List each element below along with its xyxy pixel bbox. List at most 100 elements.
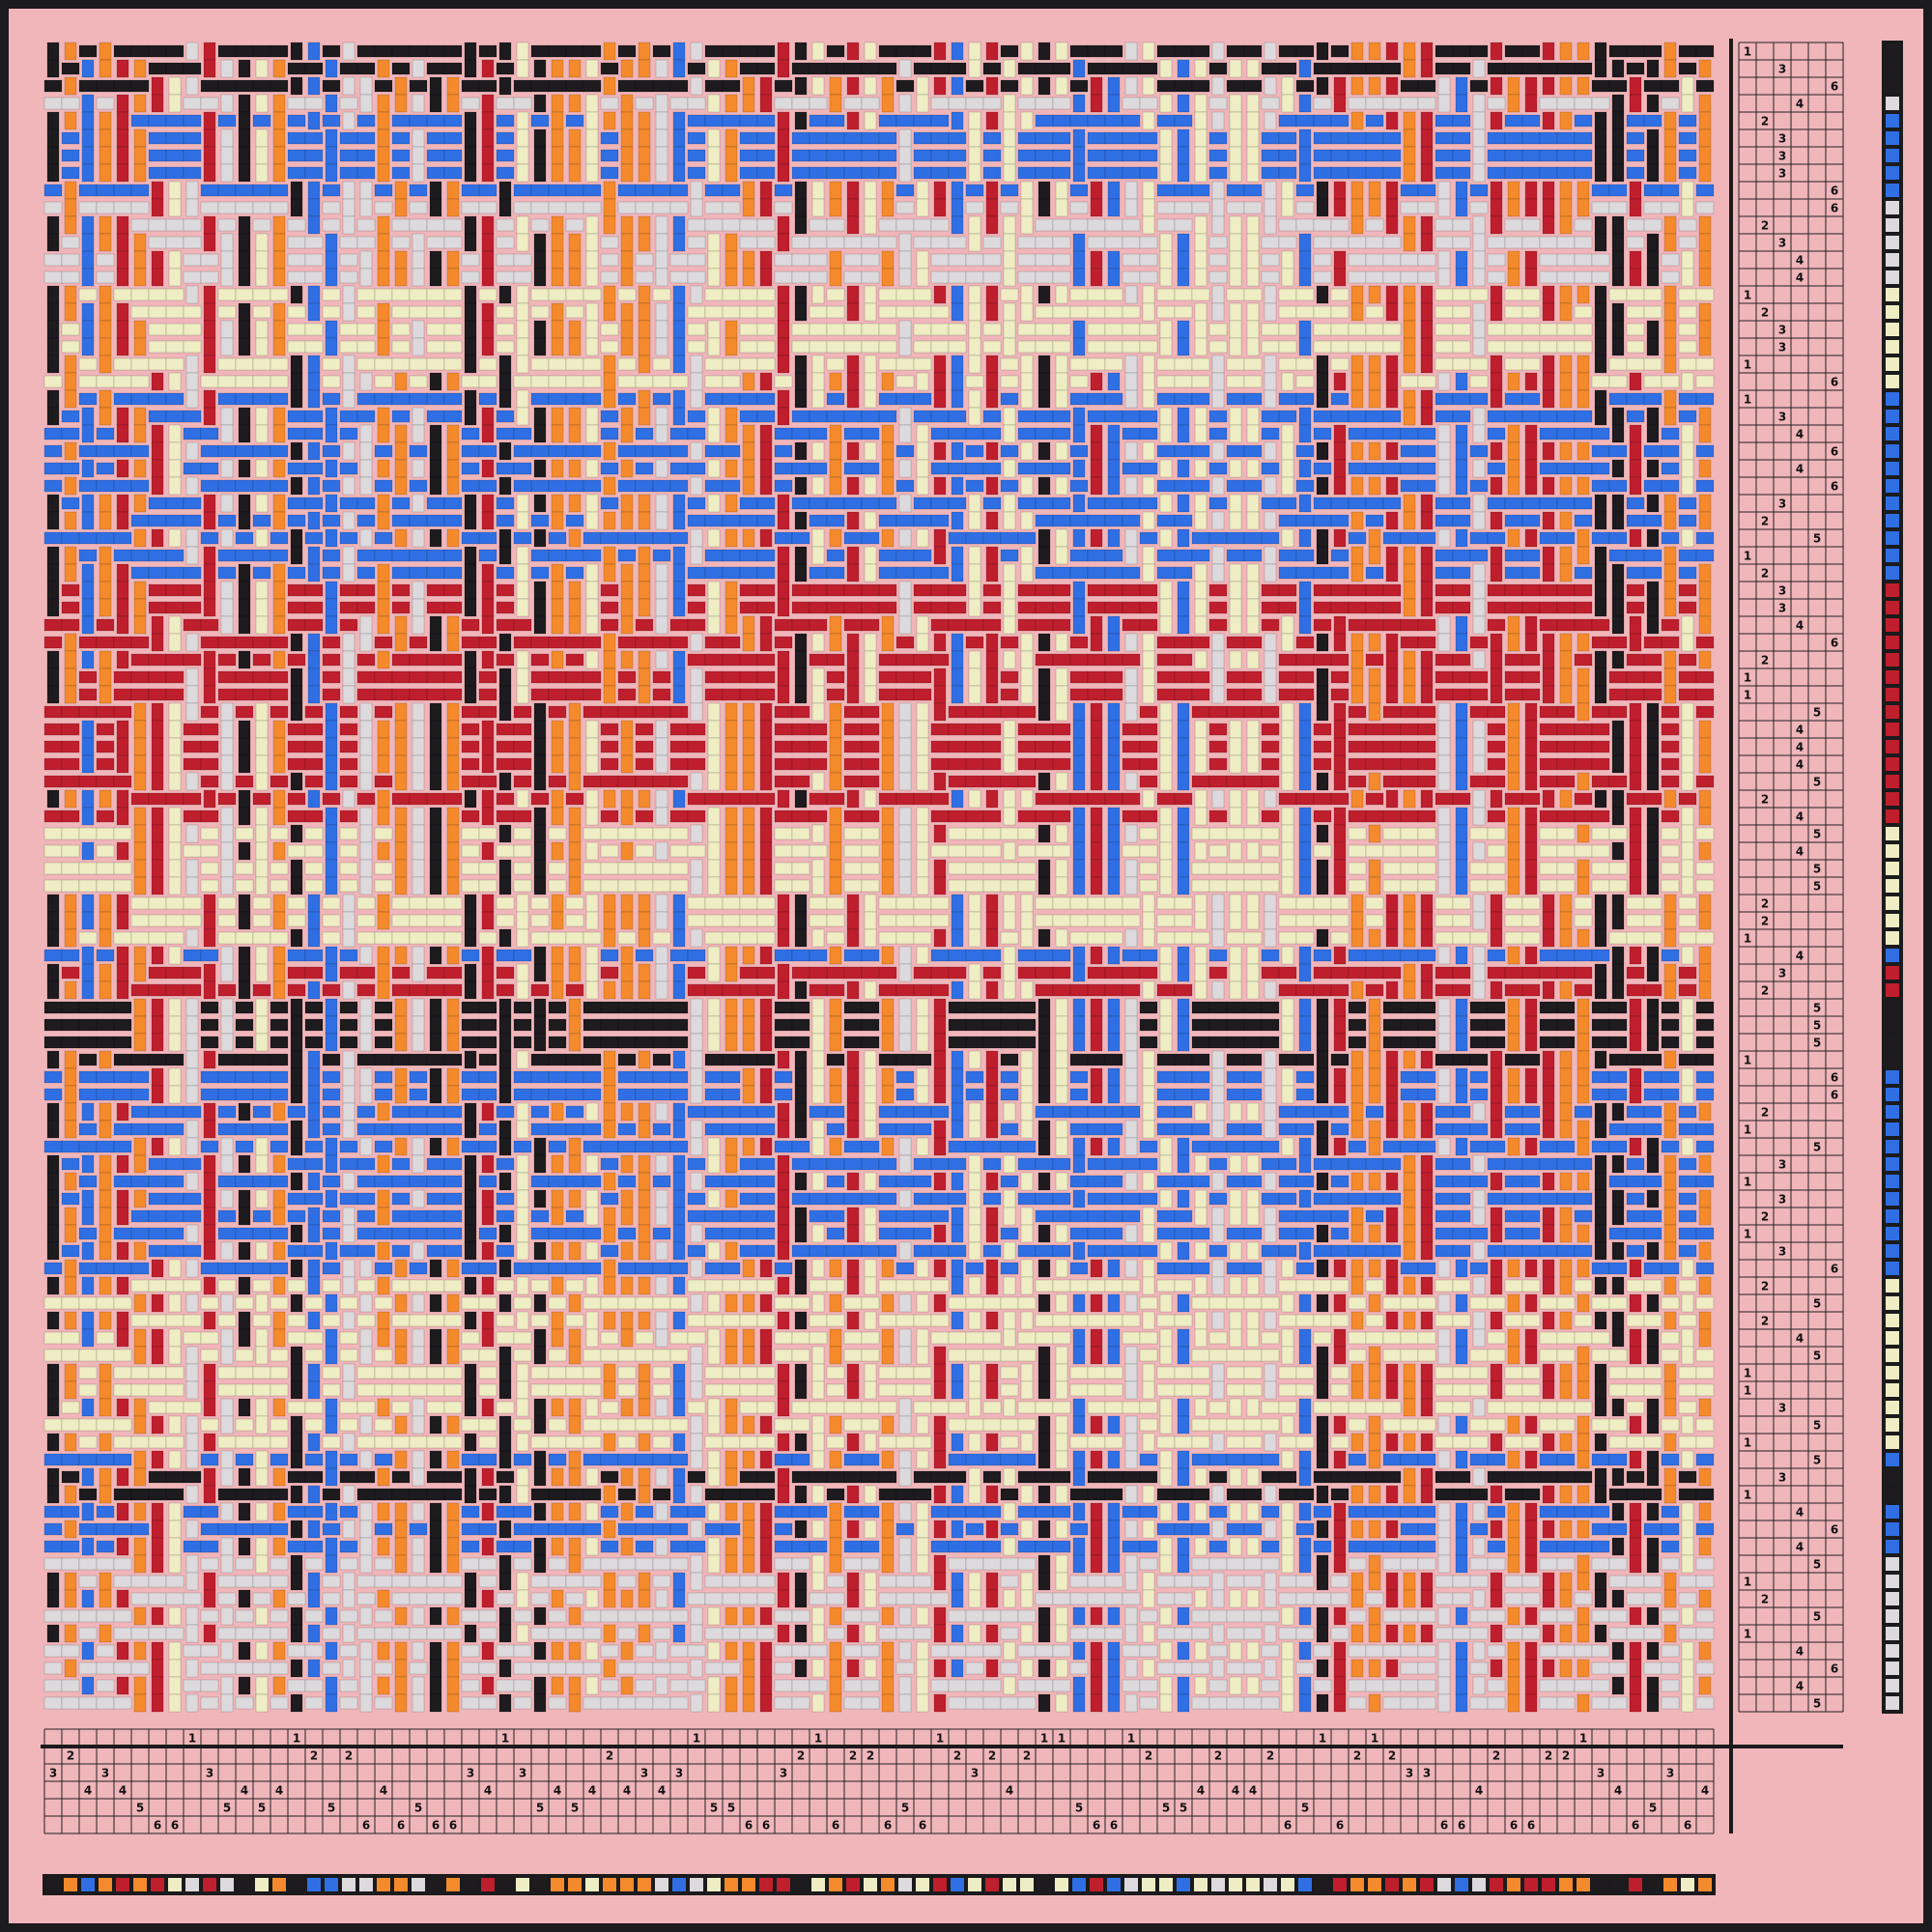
weft-float bbox=[1330, 653, 1350, 667]
weft-float bbox=[287, 305, 306, 319]
weft-float bbox=[1504, 566, 1523, 580]
warp-float bbox=[724, 737, 738, 756]
warp-float bbox=[846, 441, 860, 461]
warp-float bbox=[568, 598, 582, 617]
warp-float bbox=[359, 824, 373, 843]
warp-float bbox=[1055, 76, 1068, 96]
weft-float bbox=[982, 62, 1002, 75]
weft-float bbox=[478, 531, 497, 545]
weft-float bbox=[1191, 375, 1210, 388]
warp-float bbox=[620, 94, 634, 113]
warp-float bbox=[133, 876, 147, 895]
weft-float bbox=[1191, 688, 1210, 701]
warp-float bbox=[46, 337, 60, 356]
weft-float bbox=[270, 670, 289, 684]
warp-float bbox=[585, 337, 599, 356]
weft-float bbox=[982, 775, 1002, 788]
warp-float bbox=[1090, 459, 1103, 478]
weft-float bbox=[756, 305, 776, 319]
warp-float bbox=[1646, 233, 1660, 252]
weft-float bbox=[391, 601, 411, 614]
weft-float bbox=[148, 914, 167, 927]
warp-float bbox=[1559, 441, 1573, 461]
warp-float bbox=[724, 59, 738, 78]
warp-float bbox=[203, 163, 216, 183]
weft-float bbox=[374, 636, 393, 649]
weft-float bbox=[1208, 862, 1228, 875]
weft-float bbox=[1435, 323, 1454, 336]
warp-float bbox=[394, 633, 408, 652]
warp-float bbox=[116, 911, 129, 930]
warp-float bbox=[1663, 302, 1677, 322]
weft-float bbox=[1243, 201, 1263, 214]
weft-float bbox=[1191, 549, 1210, 562]
warp-float bbox=[1281, 824, 1294, 843]
weft-float bbox=[1330, 62, 1350, 75]
warp-float bbox=[1090, 94, 1103, 113]
warp-float bbox=[968, 285, 981, 304]
weft-float bbox=[739, 131, 758, 145]
warp-float bbox=[446, 737, 460, 756]
weft-float bbox=[1574, 62, 1593, 75]
warp-float bbox=[1003, 754, 1016, 774]
warp-float bbox=[238, 268, 251, 287]
warp-float bbox=[1350, 111, 1364, 130]
warp-float bbox=[1316, 859, 1329, 878]
warp-float bbox=[1037, 181, 1051, 200]
weft-float bbox=[687, 236, 706, 249]
weft-float bbox=[1435, 357, 1454, 371]
warp-float bbox=[655, 598, 668, 617]
warp-float bbox=[1037, 389, 1051, 409]
warp-float bbox=[1594, 546, 1607, 565]
weft-float bbox=[322, 44, 341, 58]
warp-float bbox=[1142, 181, 1155, 200]
warp-float bbox=[1490, 441, 1503, 461]
warp-float bbox=[1350, 911, 1364, 930]
weft-float bbox=[1017, 862, 1037, 875]
weft-float bbox=[1661, 827, 1680, 840]
warp-float bbox=[238, 754, 251, 774]
warp-float bbox=[255, 424, 269, 443]
weft-float bbox=[43, 270, 63, 284]
warp-float bbox=[238, 407, 251, 426]
warp-float bbox=[777, 598, 790, 617]
warp-float bbox=[446, 772, 460, 791]
weft-float bbox=[1556, 862, 1576, 875]
weft-float bbox=[600, 705, 619, 719]
warp-float bbox=[1333, 181, 1347, 200]
weft-float bbox=[1313, 618, 1332, 632]
weft-float bbox=[1087, 583, 1106, 597]
weft-float bbox=[513, 844, 532, 858]
weft-float bbox=[878, 896, 897, 910]
warp-float bbox=[1542, 928, 1555, 948]
warp-float bbox=[533, 772, 547, 791]
weft-float bbox=[1695, 705, 1715, 719]
weft-float bbox=[1226, 931, 1245, 945]
weft-float bbox=[1435, 44, 1454, 58]
weft-float bbox=[1295, 218, 1315, 232]
weft-float bbox=[652, 549, 671, 562]
warp-float bbox=[811, 476, 825, 496]
warp-float bbox=[1281, 441, 1294, 461]
weft-float bbox=[391, 792, 411, 806]
weft-float bbox=[1243, 375, 1263, 388]
warp-float bbox=[46, 111, 60, 130]
weft-float bbox=[669, 184, 689, 197]
weft-float bbox=[1122, 514, 1141, 527]
warp-float bbox=[1090, 824, 1103, 843]
weft-float bbox=[113, 549, 132, 562]
weft-float bbox=[461, 775, 480, 788]
weft-float bbox=[756, 792, 776, 806]
warp-float bbox=[951, 911, 964, 930]
weft-float bbox=[356, 149, 376, 162]
warp-float bbox=[1298, 615, 1312, 635]
warp-float bbox=[707, 424, 721, 443]
weft-float bbox=[496, 583, 515, 597]
weft-float bbox=[1243, 79, 1263, 93]
weft-float bbox=[930, 323, 950, 336]
weft-float bbox=[1591, 844, 1610, 858]
warp-float bbox=[1281, 181, 1294, 200]
warp-float bbox=[1124, 528, 1138, 548]
weft-float bbox=[982, 497, 1002, 510]
weft-float bbox=[496, 914, 515, 927]
